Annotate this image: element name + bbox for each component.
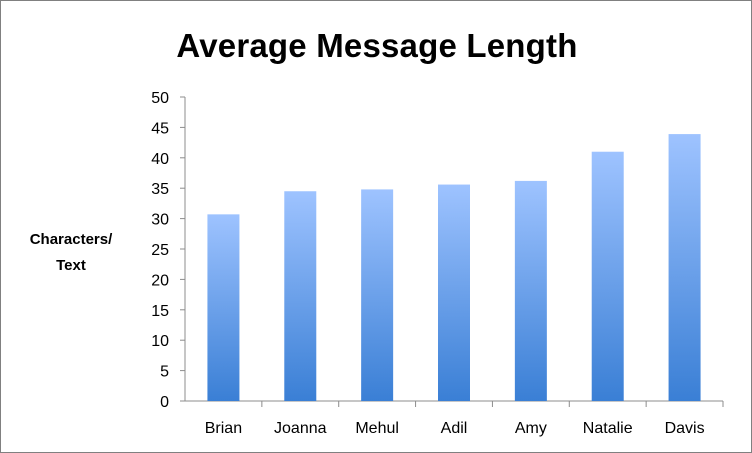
y-tick-label: 0 — [160, 394, 169, 411]
bar-mehul — [361, 189, 394, 401]
y-tick-label: 45 — [151, 120, 169, 137]
bar-joanna — [284, 191, 317, 401]
x-tick-label-davis: Davis — [665, 420, 705, 437]
y-tick-label: 25 — [151, 242, 169, 259]
y-tick-label: 15 — [151, 303, 169, 320]
x-tick-label-mehul: Mehul — [355, 420, 399, 437]
x-tick-label-joanna: Joanna — [274, 420, 327, 437]
x-tick-label-amy: Amy — [515, 420, 547, 437]
y-axis-label-line-1: Characters/ — [29, 231, 113, 248]
y-tick-label: 20 — [151, 272, 169, 289]
x-tick-label-natalie: Natalie — [583, 420, 633, 437]
bar-brian — [207, 214, 240, 401]
y-tick-label: 10 — [151, 333, 169, 350]
chart-title: Average Message Length — [176, 27, 578, 64]
x-tick-label-adil: Adil — [441, 420, 468, 437]
y-tick-label: 50 — [151, 90, 169, 107]
bar-amy — [514, 180, 547, 401]
y-tick-label: 5 — [160, 364, 169, 381]
bar-davis — [668, 134, 701, 401]
y-tick-label: 35 — [151, 181, 169, 198]
y-tick-label: 40 — [151, 151, 169, 168]
bar-adil — [438, 184, 470, 401]
bar-natalie — [591, 151, 624, 401]
x-tick-label-brian: Brian — [205, 420, 242, 437]
y-tick-label: 30 — [151, 212, 169, 229]
y-axis-label-line-2: Text — [56, 257, 86, 274]
y-axis-label: Characters/ Text — [11, 227, 131, 279]
